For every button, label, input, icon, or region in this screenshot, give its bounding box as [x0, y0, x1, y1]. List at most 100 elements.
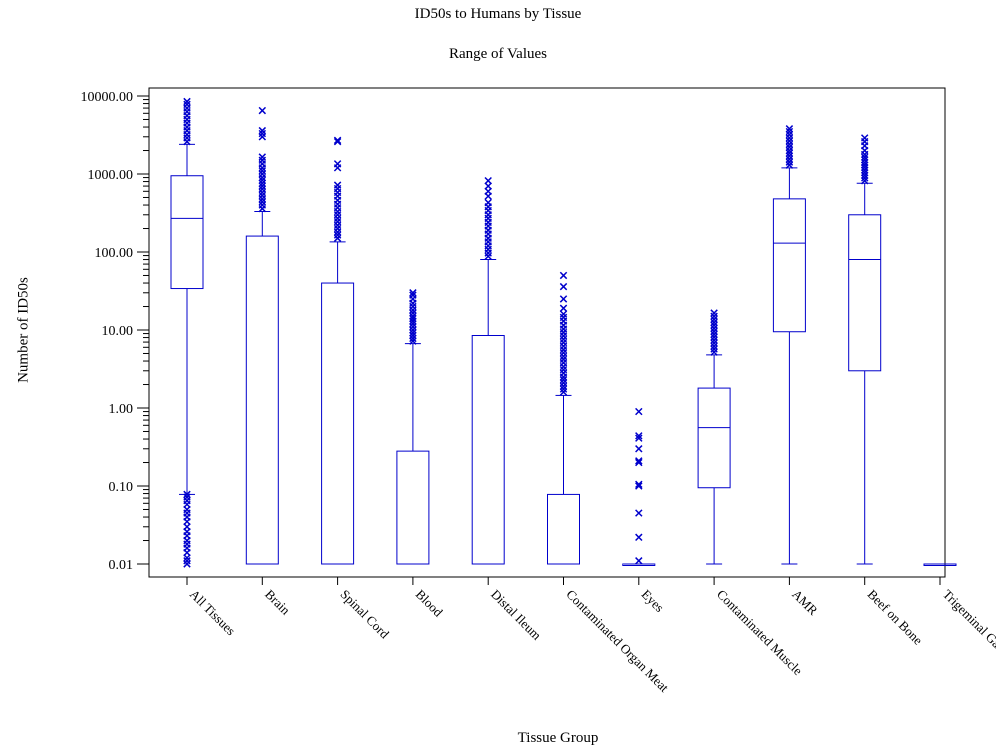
- x-tick-label: AMR: [789, 587, 821, 619]
- outlier-point: [258, 185, 267, 193]
- outlier-point: [258, 176, 267, 185]
- outlier-point: [559, 271, 568, 280]
- box: [245, 235, 279, 565]
- outlier-point: [860, 134, 869, 142]
- outlier-point: [559, 310, 568, 318]
- outlier-point: [258, 167, 267, 175]
- outlier-point: [860, 176, 869, 185]
- outlier-point: [710, 309, 718, 317]
- outlier-point: [183, 557, 191, 565]
- box: [772, 198, 806, 333]
- outlier-point: [785, 143, 794, 152]
- outlier-point: [409, 329, 417, 337]
- outlier-point: [559, 295, 568, 303]
- outlier-point: [710, 315, 718, 324]
- outlier-point: [785, 152, 794, 160]
- y-tick-label: 1.00: [109, 402, 134, 417]
- outlier-point: [183, 490, 191, 499]
- chart-subtitle: Range of Values: [448, 46, 548, 62]
- outlier-point: [258, 129, 267, 138]
- outlier-point: [559, 379, 568, 387]
- box: [848, 214, 882, 372]
- outlier-point: [559, 304, 568, 312]
- outlier-point: [635, 480, 643, 489]
- outlier-point: [710, 324, 718, 333]
- box: [321, 282, 355, 565]
- outlier-point: [484, 182, 492, 190]
- plot-frame: [148, 87, 946, 578]
- outlier-point: [710, 333, 718, 341]
- outlier-point: [559, 313, 568, 322]
- outlier-point: [409, 289, 417, 297]
- outlier-point: [710, 318, 718, 327]
- outlier-point: [785, 149, 794, 157]
- outlier-point: [559, 388, 568, 396]
- outlier-point: [258, 179, 267, 188]
- outlier-point: [559, 385, 568, 393]
- outlier-point: [635, 482, 643, 490]
- outlier-point: [409, 323, 417, 331]
- outlier-point: [258, 106, 267, 115]
- outlier-point: [559, 359, 568, 367]
- x-tick-label: Brain: [262, 587, 293, 618]
- outlier-point: [484, 198, 492, 207]
- outlier-point: [333, 136, 342, 145]
- x-tick-label: Eyes: [639, 587, 667, 615]
- y-tick-label: 0.10: [109, 480, 134, 495]
- box: [697, 387, 731, 489]
- outlier-point: [635, 457, 643, 465]
- outlier-point: [785, 161, 794, 169]
- outlier-point: [409, 334, 417, 343]
- outlier-point: [409, 291, 417, 299]
- x-tick-label: Blood: [413, 587, 446, 620]
- outlier-point: [785, 127, 794, 136]
- outlier-point: [785, 125, 794, 133]
- box: [471, 335, 505, 565]
- outlier-point: [484, 176, 492, 185]
- outlier-point: [559, 349, 568, 357]
- outlier-point: [785, 158, 794, 166]
- x-tick-label: Trigeminal Ganglia: [940, 587, 996, 670]
- outlier-point: [710, 348, 718, 356]
- outlier-point: [785, 155, 794, 163]
- outlier-point: [710, 342, 718, 350]
- x-axis-label: Tissue Group: [517, 730, 599, 746]
- outlier-point: [559, 376, 568, 384]
- outlier-point: [710, 336, 718, 344]
- outlier-point: [183, 100, 191, 109]
- outlier-point: [710, 330, 718, 339]
- outlier-point: [409, 314, 417, 323]
- outlier-point: [333, 231, 342, 239]
- outlier-point: [710, 345, 718, 353]
- outlier-point: [860, 153, 869, 161]
- y-tick-label: 100.00: [95, 246, 134, 261]
- x-tick-label: Beef on Bone: [865, 587, 926, 648]
- outlier-point: [635, 557, 643, 565]
- x-tick-label: Spinal Cord: [337, 587, 392, 642]
- outlier-point: [183, 493, 191, 501]
- outlier-point: [635, 458, 643, 467]
- y-tick-label: 10000.00: [81, 90, 134, 105]
- box: [396, 450, 430, 565]
- x-tick-label: Distal Ileum: [488, 587, 544, 643]
- outlier-point: [635, 407, 643, 416]
- outlier-point: [333, 160, 342, 168]
- box: [170, 175, 204, 290]
- outlier-point: [710, 339, 718, 347]
- outlier-point: [635, 533, 643, 542]
- outlier-point: [635, 445, 643, 453]
- outlier-point: [258, 126, 267, 135]
- outlier-point: [333, 137, 342, 146]
- y-tick-label: 0.01: [109, 558, 134, 573]
- outlier-point: [409, 337, 417, 345]
- outlier-point: [559, 282, 568, 291]
- outlier-point: [559, 365, 568, 374]
- box: [547, 493, 580, 565]
- outlier-point: [333, 181, 342, 189]
- outlier-point: [258, 182, 267, 190]
- outlier-point: [635, 434, 643, 442]
- y-tick-label: 10.00: [102, 324, 134, 339]
- outlier-point: [409, 309, 417, 317]
- outlier-point: [635, 432, 643, 440]
